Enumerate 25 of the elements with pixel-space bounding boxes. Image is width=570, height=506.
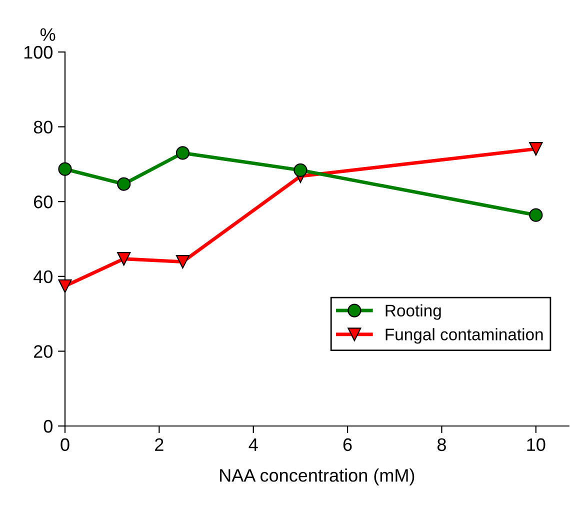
legend-label: Rooting — [386, 304, 441, 320]
x-tick-label: 2 — [155, 438, 164, 451]
point — [117, 252, 131, 266]
legend-label: Fungal contamination — [386, 328, 543, 344]
y-tick-label: 60 — [34, 196, 52, 208]
point — [58, 162, 72, 176]
x-tick-label: 4 — [248, 438, 258, 451]
x-axis-title: NAA concentration (mM) — [220, 468, 414, 486]
y-axis-title: % — [40, 28, 56, 41]
x-tick-label: 10 — [527, 438, 546, 452]
y-tick-label: 40 — [34, 270, 52, 284]
x-tick-label: 0 — [60, 438, 70, 452]
point — [58, 279, 72, 293]
point — [529, 142, 543, 156]
point — [294, 163, 308, 177]
point — [176, 146, 190, 160]
point — [529, 208, 543, 222]
y-tick-label: 100 — [24, 46, 52, 59]
y-tick-label: 80 — [34, 120, 52, 134]
y-tick-label: 20 — [34, 345, 52, 358]
x-tick-label: 6 — [343, 438, 352, 452]
x-tick-label: 8 — [437, 438, 446, 452]
y-tick-label: 0 — [44, 420, 52, 433]
point — [176, 255, 190, 269]
point — [117, 177, 131, 191]
